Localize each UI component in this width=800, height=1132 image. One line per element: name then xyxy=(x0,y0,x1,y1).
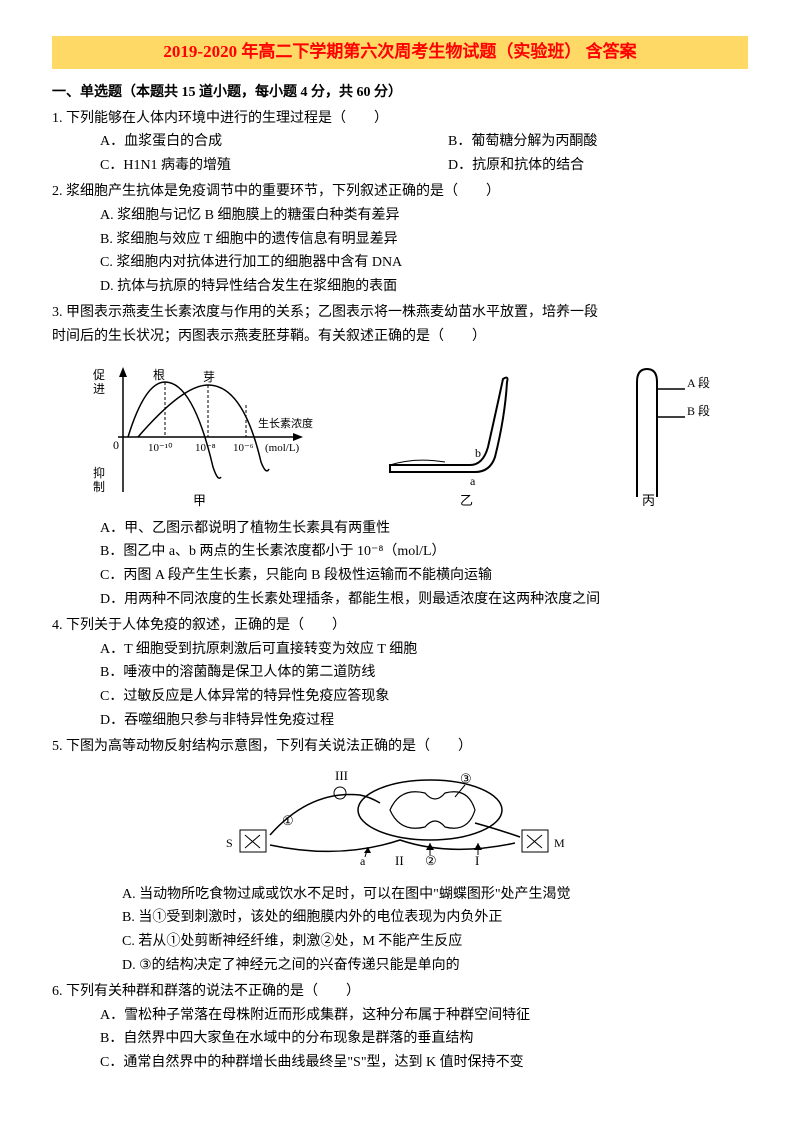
q3-opt-a: A．甲、乙图示都说明了植物生长素具有两重性 xyxy=(52,517,748,541)
q6-opt-a: A．雪松种子常落在母株附近而形成集群，这种分布属于种群空间特征 xyxy=(52,1004,748,1028)
svg-text:生长素浓度: 生长素浓度 xyxy=(258,416,313,430)
q6-opt-b: B．自然界中四大家鱼在水域中的分布现象是群落的垂直结构 xyxy=(52,1027,748,1051)
question-5: 5. 下图为高等动物反射结构示意图，下列有关说法正确的是（ ） S M ① II… xyxy=(52,735,748,978)
svg-text:III: III xyxy=(335,768,348,783)
figure-bing: A 段 B 段 丙 xyxy=(607,357,717,507)
q4-text: 4. 下列关于人体免疫的叙述，正确的是（ ） xyxy=(52,614,748,638)
svg-text:II: II xyxy=(395,853,404,868)
figure-jia: 根 芽 促 进 抑 制 0 10⁻¹⁰ 10⁻⁸ 10⁻⁶ 生长素浓度 (mol… xyxy=(83,357,313,507)
curve-root-label: 根 xyxy=(153,368,165,382)
svg-text:S: S xyxy=(226,836,233,850)
svg-text:I: I xyxy=(475,853,479,868)
q3-opt-b: B．图乙中 a、b 两点的生长素浓度都小于 10⁻⁸（mol/L） xyxy=(52,540,748,564)
q2-opt-b: B. 浆细胞与效应 T 细胞中的遗传信息有明显差异 xyxy=(52,228,748,252)
q3-opt-d: D．用两种不同浓度的生长素处理插条，都能生根，则最适浓度在这两种浓度之间 xyxy=(52,588,748,612)
q3-opt-c: C．丙图 A 段产生生长素，只能向 B 段极性运输而不能横向运输 xyxy=(52,564,748,588)
q1-opt-c: C．H1N1 病毒的增殖 xyxy=(52,154,400,178)
q1-opt-b: B．葡萄糖分解为丙酮酸 xyxy=(400,130,748,154)
ylabel-bot: 抑 xyxy=(93,465,105,480)
q6-text: 6. 下列有关种群和群落的说法不正确的是（ ） xyxy=(52,980,748,1004)
svg-text:(mol/L): (mol/L) xyxy=(265,442,300,454)
q4-opt-c: C．过敏反应是人体异常的特异性免疫应答现象 xyxy=(52,685,748,709)
q1-opt-a: A．血浆蛋白的合成 xyxy=(52,130,400,154)
q5-opt-a: A. 当动物所吃食物过咸或饮水不足时，可以在图中"蝴蝶图形"处产生渴觉 xyxy=(52,883,748,907)
section-header: 一、单选题（本题共 15 道小题，每小题 4 分，共 60 分） xyxy=(52,81,748,105)
q3-text2: 时间后的生长状况；丙图表示燕麦胚芽鞘。有关叙述正确的是（ ） xyxy=(52,325,748,349)
q3-figures: 根 芽 促 进 抑 制 0 10⁻¹⁰ 10⁻⁸ 10⁻⁶ 生长素浓度 (mol… xyxy=(52,357,748,507)
q2-opt-c: C. 浆细胞内对抗体进行加工的细胞器中含有 DNA xyxy=(52,251,748,275)
q4-opt-b: B．唾液中的溶菌酶是保卫人体的第二道防线 xyxy=(52,661,748,685)
q6-opt-c: C．通常自然界中的种群增长曲线最终呈"S"型，达到 K 值时保持不变 xyxy=(52,1051,748,1075)
q2-opt-a: A. 浆细胞与记忆 B 细胞膜上的糖蛋白种类有差异 xyxy=(52,204,748,228)
svg-text:10⁻¹⁰: 10⁻¹⁰ xyxy=(148,442,173,454)
svg-text:10⁻⁶: 10⁻⁶ xyxy=(233,442,254,454)
fig-yi-name: 乙 xyxy=(460,493,473,507)
svg-text:0: 0 xyxy=(113,438,119,452)
label-b: b xyxy=(475,446,481,460)
q1-opt-d: D．抗原和抗体的结合 xyxy=(400,154,748,178)
q2-opt-d: D. 抗体与抗原的特异性结合发生在浆细胞的表面 xyxy=(52,275,748,299)
page-title: 2019-2020 年高二下学期第六次周考生物试题（实验班） 含答案 xyxy=(52,36,748,69)
question-4: 4. 下列关于人体免疫的叙述，正确的是（ ） A．T 细胞受到抗原刺激后可直接转… xyxy=(52,614,748,733)
question-2: 2. 浆细胞产生抗体是免疫调节中的重要环节，下列叙述正确的是（ ） A. 浆细胞… xyxy=(52,180,748,299)
question-3: 3. 甲图表示燕麦生长素浓度与作用的关系；乙图表示将一株燕麦幼苗水平放置，培养一… xyxy=(52,301,748,612)
figure-yi: b a 乙 xyxy=(375,357,545,507)
svg-text:①: ① xyxy=(282,813,294,828)
fig-bing-name: 丙 xyxy=(642,493,655,507)
label-a-seg: A 段 xyxy=(687,375,710,390)
label-b-seg: B 段 xyxy=(687,403,710,418)
q5-text: 5. 下图为高等动物反射结构示意图，下列有关说法正确的是（ ） xyxy=(52,735,748,759)
fig-jia-name: 甲 xyxy=(193,493,206,507)
q4-opt-a: A．T 细胞受到抗原刺激后可直接转变为效应 T 细胞 xyxy=(52,638,748,662)
ylabel-top: 促 xyxy=(93,368,105,382)
question-1: 1. 下列能够在人体内环境中进行的生理过程是（ ） A．血浆蛋白的合成 B．葡萄… xyxy=(52,107,748,178)
svg-text:10⁻⁸: 10⁻⁸ xyxy=(195,442,216,454)
svg-text:②: ② xyxy=(425,853,437,868)
q5-figure: S M ① III ③ a II ② I xyxy=(52,765,748,875)
q3-text1: 3. 甲图表示燕麦生长素浓度与作用的关系；乙图表示将一株燕麦幼苗水平放置，培养一… xyxy=(52,301,748,325)
curve-shoot-label: 芽 xyxy=(203,370,215,384)
q5-opt-d: D. ③的结构决定了神经元之间的兴奋传递只能是单向的 xyxy=(52,954,748,978)
svg-text:③: ③ xyxy=(460,771,472,786)
svg-text:M: M xyxy=(554,836,565,850)
q2-text: 2. 浆细胞产生抗体是免疫调节中的重要环节，下列叙述正确的是（ ） xyxy=(52,180,748,204)
question-6: 6. 下列有关种群和群落的说法不正确的是（ ） A．雪松种子常落在母株附近而形成… xyxy=(52,980,748,1075)
q4-opt-d: D．吞噬细胞只参与非特异性免疫过程 xyxy=(52,709,748,733)
label-a: a xyxy=(470,474,476,488)
svg-text:制: 制 xyxy=(93,480,105,494)
q1-text: 1. 下列能够在人体内环境中进行的生理过程是（ ） xyxy=(52,107,748,131)
q5-opt-c: C. 若从①处剪断神经纤维，刺激②处，M 不能产生反应 xyxy=(52,930,748,954)
q5-opt-b: B. 当①受到刺激时，该处的细胞膜内外的电位表现为内负外正 xyxy=(52,906,748,930)
svg-text:进: 进 xyxy=(93,382,105,396)
